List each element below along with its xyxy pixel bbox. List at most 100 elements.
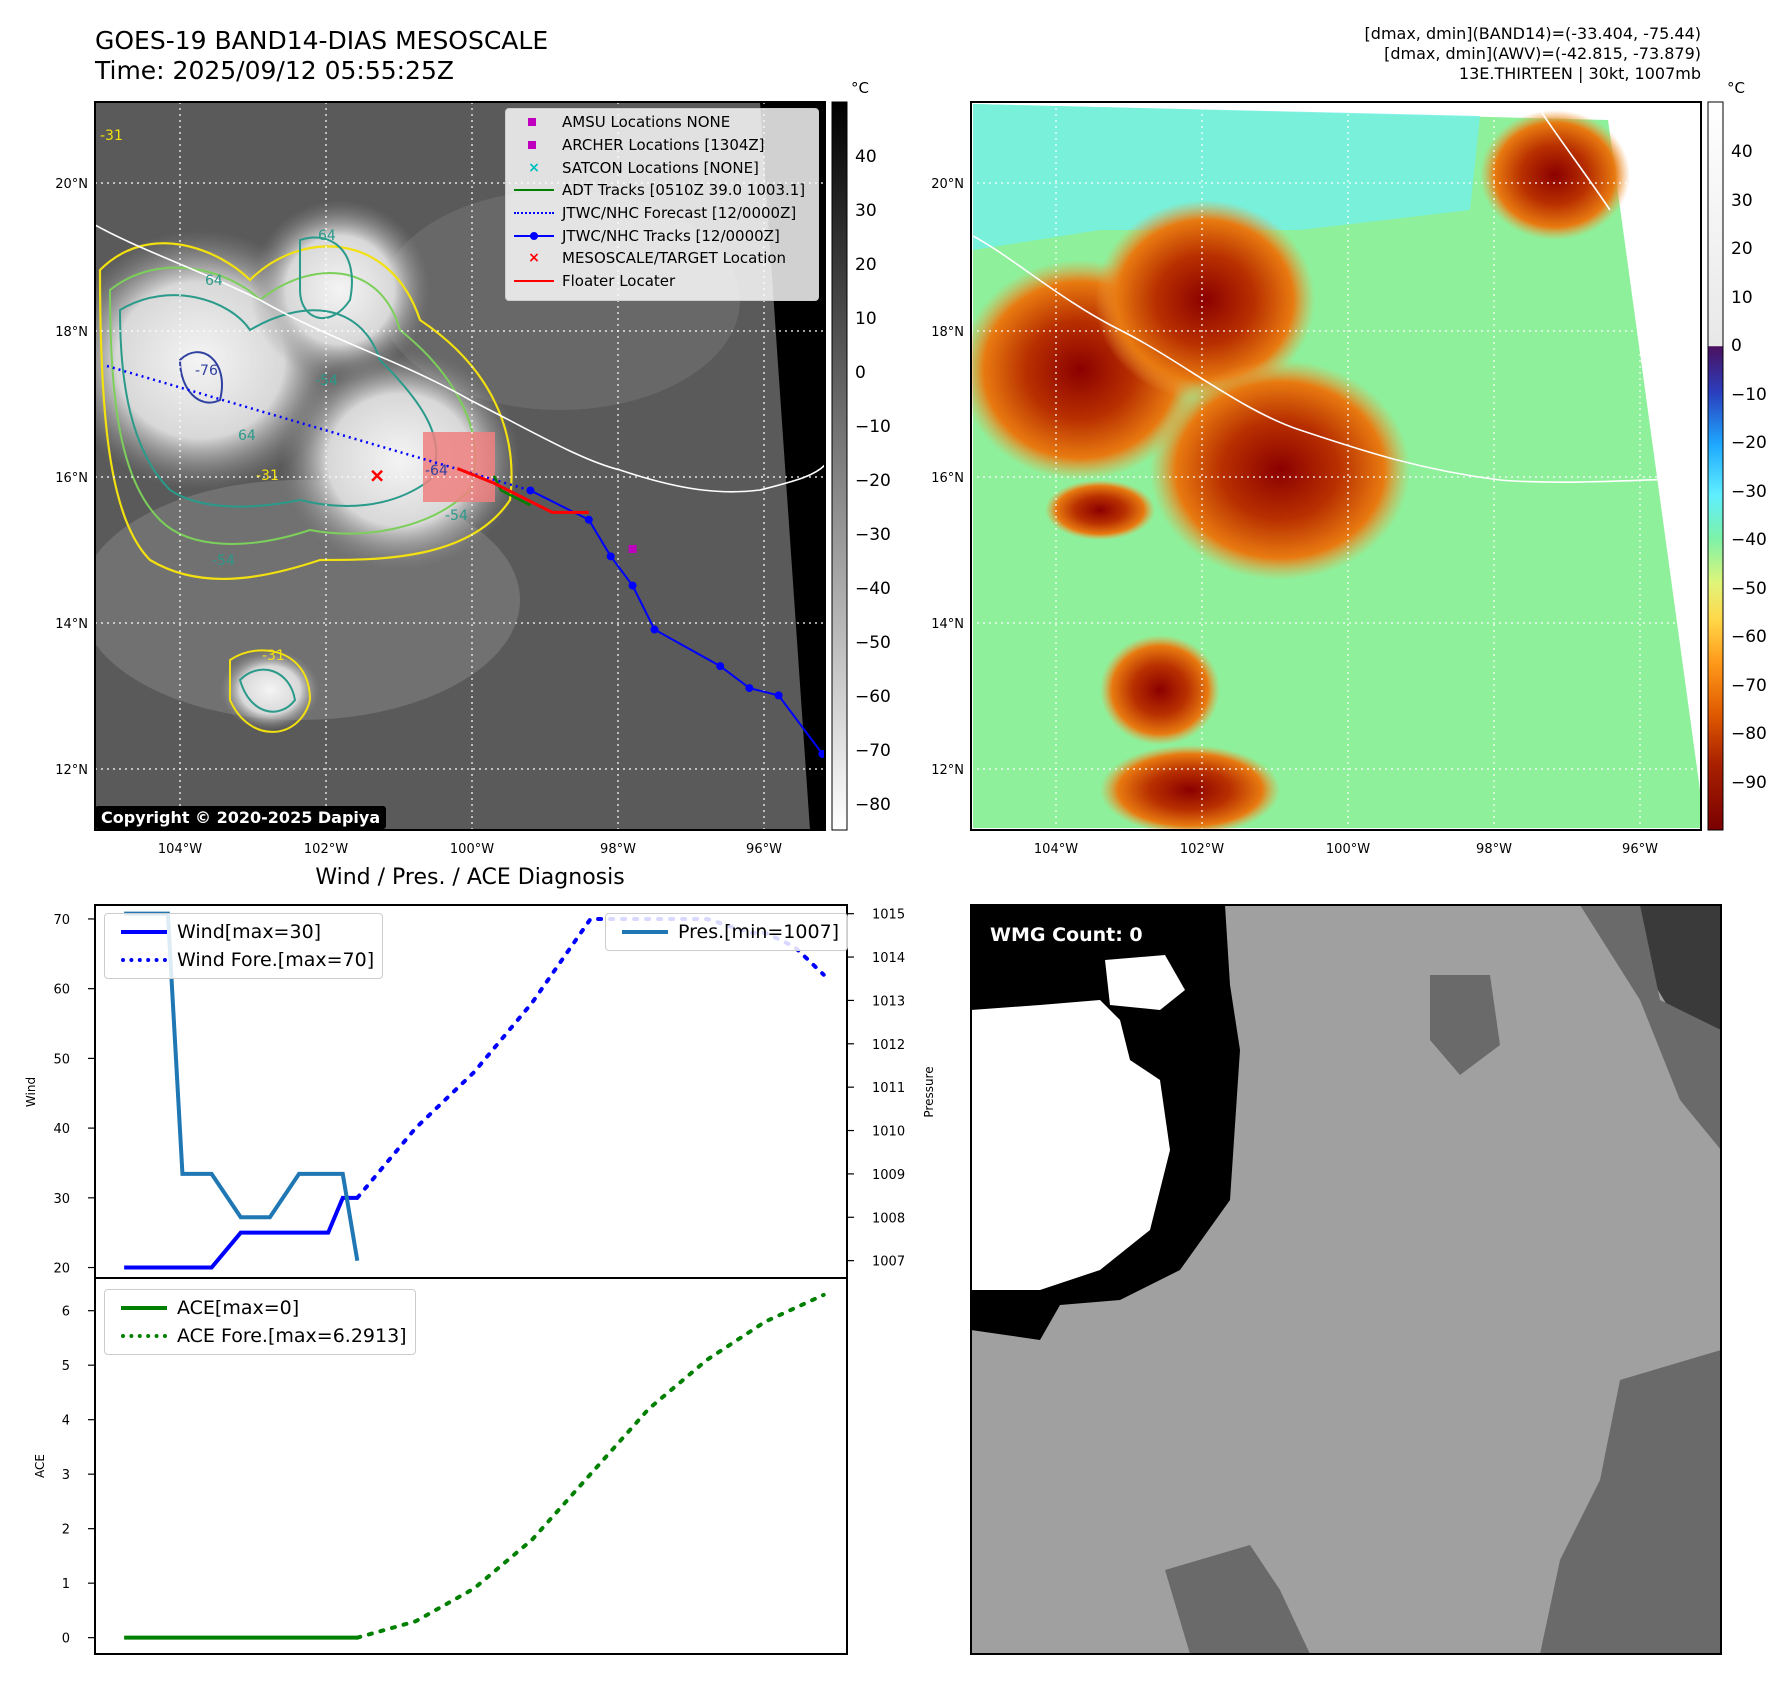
legend-label: SATCON Locations [NONE] <box>562 158 759 177</box>
ir-convection <box>280 350 520 570</box>
pressure-yticks: 1015 1014 1013 1012 1011 1010 1009 1008 … <box>872 908 905 1270</box>
wmg-gray-region <box>1580 905 1721 1150</box>
pressure-ylabel: Pressure <box>922 1066 936 1117</box>
contour-label: -64 <box>425 463 448 479</box>
legend-item-wind: Wind[max=30] <box>113 918 374 946</box>
legend-item-wind-forecast: Wind Fore.[max=70] <box>113 946 374 974</box>
legend-label: ACE[max=0] <box>177 1297 300 1319</box>
wind-ytick: 60 <box>53 983 70 998</box>
series-line-ace-fore- <box>355 1292 826 1640</box>
ir-lat-label: 16°N <box>55 471 88 486</box>
info-line-2: [dmax, dmin](AWV)=(-42.815, -73.879) <box>1384 44 1701 63</box>
legend-item-ace: ACE[max=0] <box>113 1294 407 1322</box>
coastline <box>971 234 1701 483</box>
wind-yticks: 70 60 50 40 30 20 <box>53 913 70 1277</box>
line-marker-icon <box>512 274 556 288</box>
awv-map-frame <box>970 101 1702 831</box>
ir-cbar-tick: −40 <box>855 579 891 599</box>
awv-cbar-tick: −20 <box>1731 433 1767 453</box>
ace-ytick: 1 <box>62 1577 70 1592</box>
pressure-ytick: 1010 <box>872 1125 905 1140</box>
square-marker-icon <box>512 138 556 152</box>
ir-cbar-tick: −70 <box>855 741 891 761</box>
awv-cbar-tick: −80 <box>1731 724 1767 744</box>
title-line-2: Time: 2025/09/12 05:55:25Z <box>95 56 454 85</box>
adt-track-line <box>492 475 531 507</box>
awv-lat-label: 18°N <box>931 325 964 340</box>
ir-legend: AMSU Locations NONE ARCHER Locations [13… <box>505 108 819 301</box>
dotted-line-icon <box>512 206 556 220</box>
ace-legend: ACE[max=0] ACE Fore.[max=6.2913] <box>104 1289 416 1355</box>
ace-ylabel: ACE <box>33 1454 47 1478</box>
awv-cbar-tick: −50 <box>1731 579 1767 599</box>
legend-label: Floater Locater <box>562 272 676 291</box>
awv-colorbar <box>1707 101 1724 831</box>
legend-label: Pres.[min=1007] <box>678 921 840 943</box>
contour-label: -31 <box>256 468 279 484</box>
ace-ytick: 5 <box>62 1359 70 1374</box>
ir-cbar-tick: 10 <box>855 309 877 329</box>
ir-lon-labels: 104°W 102°W 100°W 98°W 96°W <box>158 842 782 857</box>
contour-label-group: 64 64 64 -76 -54 -54 -54 -31 -31 -31 -64 <box>100 128 468 664</box>
legend-item-amsu: AMSU Locations NONE <box>506 111 818 134</box>
ace-yticks: 6 5 4 3 2 1 0 <box>62 1305 70 1647</box>
ir-lon-label: 100°W <box>450 842 494 857</box>
awv-moist-region <box>973 104 1480 250</box>
nhc-track-point <box>628 581 637 590</box>
legend-label: ACE Fore.[max=6.2913] <box>177 1325 407 1347</box>
nhc-track-point <box>526 486 535 495</box>
legend-item-pressure: Pres.[min=1007] <box>614 918 839 946</box>
legend-item-adt: ADT Tracks [0510Z 39.0 1003.1] <box>506 179 818 202</box>
ir-lat-label: 20°N <box>55 177 88 192</box>
ir-map-frame <box>94 101 826 831</box>
contour-label: -54 <box>315 373 338 389</box>
legend-label: Wind Fore.[max=70] <box>177 949 375 971</box>
wmg-gray-region <box>1165 1545 1310 1654</box>
legend-label: ARCHER Locations [1304Z] <box>562 136 765 155</box>
awv-cbar-tick: 30 <box>1731 191 1753 211</box>
awv-gridlines <box>971 102 1701 830</box>
pressure-ytick: 1009 <box>872 1168 905 1183</box>
awv-cbar-tick: −40 <box>1731 530 1767 550</box>
awv-lat-label: 20°N <box>931 177 964 192</box>
ace-ytick: 4 <box>62 1414 70 1429</box>
wmg-dark-region <box>1640 905 1721 1030</box>
ace-ytick: 6 <box>62 1305 70 1320</box>
wind-ytick: 50 <box>53 1052 70 1067</box>
target-marker <box>371 469 383 482</box>
line-marker-icon <box>512 183 556 197</box>
ir-lat-label: 14°N <box>55 617 88 632</box>
awv-lat-labels: 20°N 18°N 16°N 14°N 12°N <box>931 177 964 778</box>
floater-track-line <box>456 467 589 514</box>
figure-title: GOES-19 BAND14-DIAS MESOSCALE Time: 2025… <box>95 26 548 86</box>
awv-cold-core <box>1100 745 1280 830</box>
awv-lat-label: 12°N <box>931 763 964 778</box>
awv-cbar-tick: −30 <box>1731 482 1767 502</box>
ir-cbar-tick: −30 <box>855 525 891 545</box>
awv-lon-label: 104°W <box>1034 842 1078 857</box>
wmg-gray-region <box>1430 975 1500 1075</box>
legend-item-floater: Floater Locater <box>506 270 818 293</box>
legend-label: JTWC/NHC Forecast [12/0000Z] <box>562 204 797 223</box>
ir-cbar-tick: 30 <box>855 201 877 221</box>
line-marker-icon <box>119 1301 171 1315</box>
wmg-label-box <box>982 918 1165 948</box>
x-marker-icon: × <box>528 159 540 176</box>
legend-item-tracks: JTWC/NHC Tracks [12/0000Z] <box>506 224 818 247</box>
diagnosis-title: Wind / Pres. / ACE Diagnosis <box>315 865 624 890</box>
nhc-track-point <box>716 662 725 671</box>
series-line-wind <box>124 1195 358 1270</box>
contour-teal <box>299 236 353 320</box>
ir-colorbar <box>831 101 848 831</box>
awv-lon-labels: 104°W 102°W 100°W 98°W 96°W <box>1034 842 1658 857</box>
pressure-ytick: 1013 <box>872 994 905 1009</box>
contour-label: -54 <box>445 508 468 524</box>
wmg-gray-region <box>1540 1350 1721 1654</box>
pressure-legend: Pres.[min=1007] <box>605 913 849 951</box>
awv-cbar-tick: −10 <box>1731 385 1767 405</box>
contour-label: -31 <box>262 648 285 664</box>
ir-cbar-tick: −50 <box>855 633 891 653</box>
ir-lat-label: 12°N <box>55 763 88 778</box>
ir-lat-labels: 20°N 18°N 16°N 14°N 12°N <box>55 177 88 778</box>
